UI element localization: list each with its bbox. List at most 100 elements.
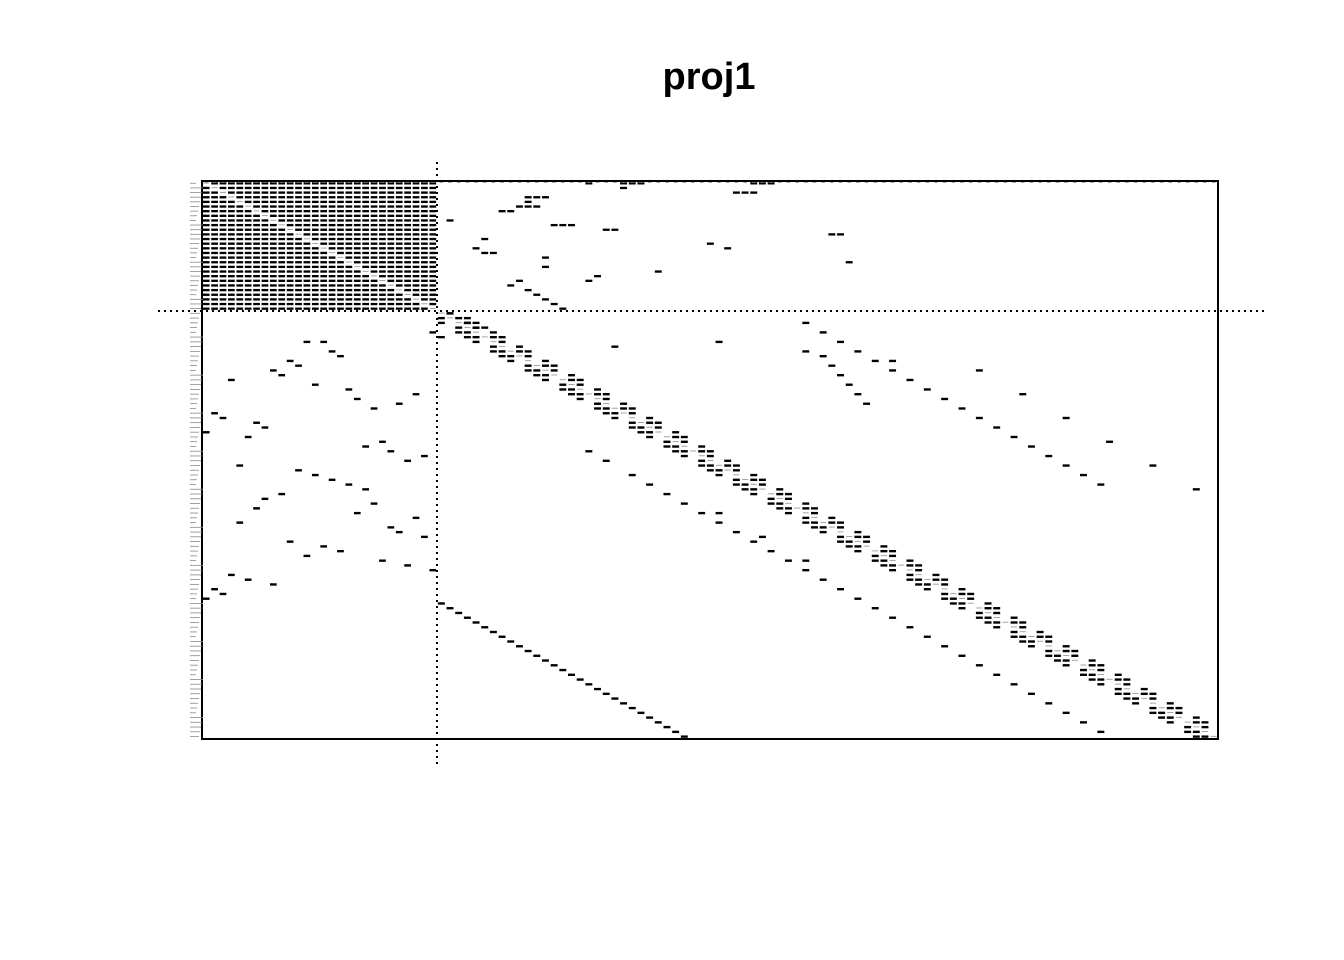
tie-cell	[362, 205, 370, 208]
tie-cell	[1123, 692, 1131, 696]
tie-cell	[533, 293, 541, 296]
tie-cell	[889, 616, 897, 619]
row-label-stub	[190, 721, 202, 723]
tie-cell	[295, 256, 302, 259]
tie-cell	[219, 196, 227, 199]
tie-cell	[345, 293, 353, 296]
tie-cell	[278, 242, 286, 245]
tie-cell	[379, 191, 386, 194]
tie-cell	[261, 288, 269, 292]
tie-cell	[219, 293, 227, 296]
tie-cell	[828, 521, 836, 524]
tie-cell	[286, 186, 294, 190]
tie-cell	[975, 416, 983, 420]
tie-cell	[345, 228, 353, 231]
tie-cell	[269, 302, 277, 306]
tie-cell	[228, 191, 235, 194]
row-label-stub	[190, 460, 201, 462]
tie-cell	[429, 210, 437, 213]
tie-cell	[345, 307, 353, 310]
tie-cell	[1071, 649, 1079, 653]
tie-cell	[295, 242, 302, 245]
tie-cell	[211, 191, 218, 194]
tie-cell	[958, 607, 966, 610]
tie-cell	[863, 402, 871, 405]
diagonal-marker	[915, 574, 922, 576]
tie-cell	[320, 545, 328, 548]
tie-cell	[412, 214, 420, 217]
tie-cell	[320, 288, 328, 292]
column-label-stub	[1185, 182, 1190, 183]
column-label-stub	[743, 182, 747, 183]
tie-cell	[404, 214, 411, 217]
tie-cell	[286, 182, 294, 185]
tie-cell	[219, 261, 227, 264]
diagonal-marker	[245, 205, 252, 207]
tie-cell	[211, 265, 218, 269]
tie-cell	[975, 664, 983, 667]
row-label-stub	[190, 488, 203, 490]
diagonal-marker	[863, 545, 870, 547]
column-label-stub	[221, 182, 225, 183]
tie-cell	[253, 214, 260, 217]
column-label-stub	[699, 182, 704, 183]
tie-cell	[320, 275, 328, 278]
tie-cell	[1071, 654, 1079, 657]
row-label-stub	[190, 384, 201, 386]
tie-cell	[295, 270, 302, 273]
tie-cell	[228, 228, 235, 231]
tie-cell	[353, 247, 361, 250]
tie-cell	[498, 350, 506, 353]
tie-cell	[202, 298, 210, 301]
tie-cell	[429, 275, 437, 278]
tie-cell	[202, 237, 210, 241]
tie-cell	[533, 374, 541, 377]
tie-cell	[278, 298, 286, 301]
tie-cell	[680, 735, 688, 738]
tie-cell	[337, 298, 344, 301]
diagonal-marker	[320, 247, 327, 249]
row-label-stub	[190, 317, 199, 319]
tie-cell	[244, 182, 252, 185]
tie-cell	[628, 412, 636, 415]
column-label-stub	[647, 182, 652, 183]
tie-cell	[202, 270, 210, 273]
tie-cell	[362, 186, 370, 190]
tie-cell	[244, 293, 252, 296]
tie-cell	[328, 293, 336, 296]
tie-cell	[311, 186, 319, 190]
tie-cell	[328, 219, 336, 222]
tie-cell	[253, 293, 260, 296]
tie-cell	[202, 210, 210, 213]
tie-cell	[395, 402, 403, 405]
tie-cell	[698, 464, 706, 467]
tie-cell	[421, 186, 428, 190]
tie-cell	[421, 223, 428, 227]
tie-cell	[1080, 721, 1087, 724]
tie-cell	[941, 597, 949, 600]
tie-cell	[269, 270, 277, 273]
column-label-stub	[769, 182, 773, 183]
tie-cell	[244, 233, 252, 236]
diagonal-marker	[446, 317, 454, 319]
row-label-stub	[190, 465, 200, 466]
tie-cell	[958, 592, 966, 596]
column-label-stub	[925, 182, 930, 183]
tie-cell	[379, 219, 386, 222]
tie-cell	[253, 298, 260, 301]
tie-cell	[353, 397, 361, 401]
tie-cell	[261, 270, 269, 273]
column-label-stub	[500, 182, 504, 183]
tie-cell	[941, 583, 949, 586]
tie-cell	[362, 182, 370, 185]
tie-cell	[328, 307, 336, 310]
tie-cell	[320, 340, 328, 344]
tie-cell	[269, 261, 277, 264]
diagonal-marker	[733, 474, 740, 476]
tie-cell	[328, 223, 336, 227]
tie-cell	[1062, 649, 1070, 653]
tie-cell	[1027, 645, 1035, 648]
tie-cell	[1010, 616, 1018, 619]
diagonal-marker	[473, 331, 480, 333]
tie-cell	[750, 492, 758, 496]
